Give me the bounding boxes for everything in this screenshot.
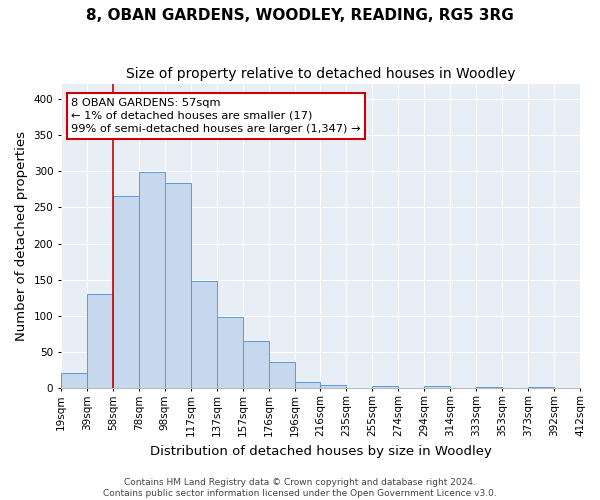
Bar [242,342,269,388]
Bar [320,385,346,388]
Bar [113,196,139,388]
Text: 8, OBAN GARDENS, WOODLEY, READING, RG5 3RG: 8, OBAN GARDENS, WOODLEY, READING, RG5 3… [86,8,514,22]
Bar [61,374,87,388]
Title: Size of property relative to detached houses in Woodley: Size of property relative to detached ho… [126,68,515,82]
Bar [295,382,320,388]
Text: 8 OBAN GARDENS: 57sqm
← 1% of detached houses are smaller (17)
99% of semi-detac: 8 OBAN GARDENS: 57sqm ← 1% of detached h… [71,98,361,134]
Bar [269,362,295,388]
Bar [476,387,502,388]
Bar [373,386,398,388]
Bar [424,386,450,388]
Text: Contains HM Land Registry data © Crown copyright and database right 2024.
Contai: Contains HM Land Registry data © Crown c… [103,478,497,498]
Bar [528,387,554,388]
Bar [191,281,217,388]
Bar [165,182,191,388]
Bar [87,294,113,388]
Y-axis label: Number of detached properties: Number of detached properties [15,132,28,342]
X-axis label: Distribution of detached houses by size in Woodley: Distribution of detached houses by size … [149,444,491,458]
Bar [139,172,165,388]
Bar [217,318,242,388]
